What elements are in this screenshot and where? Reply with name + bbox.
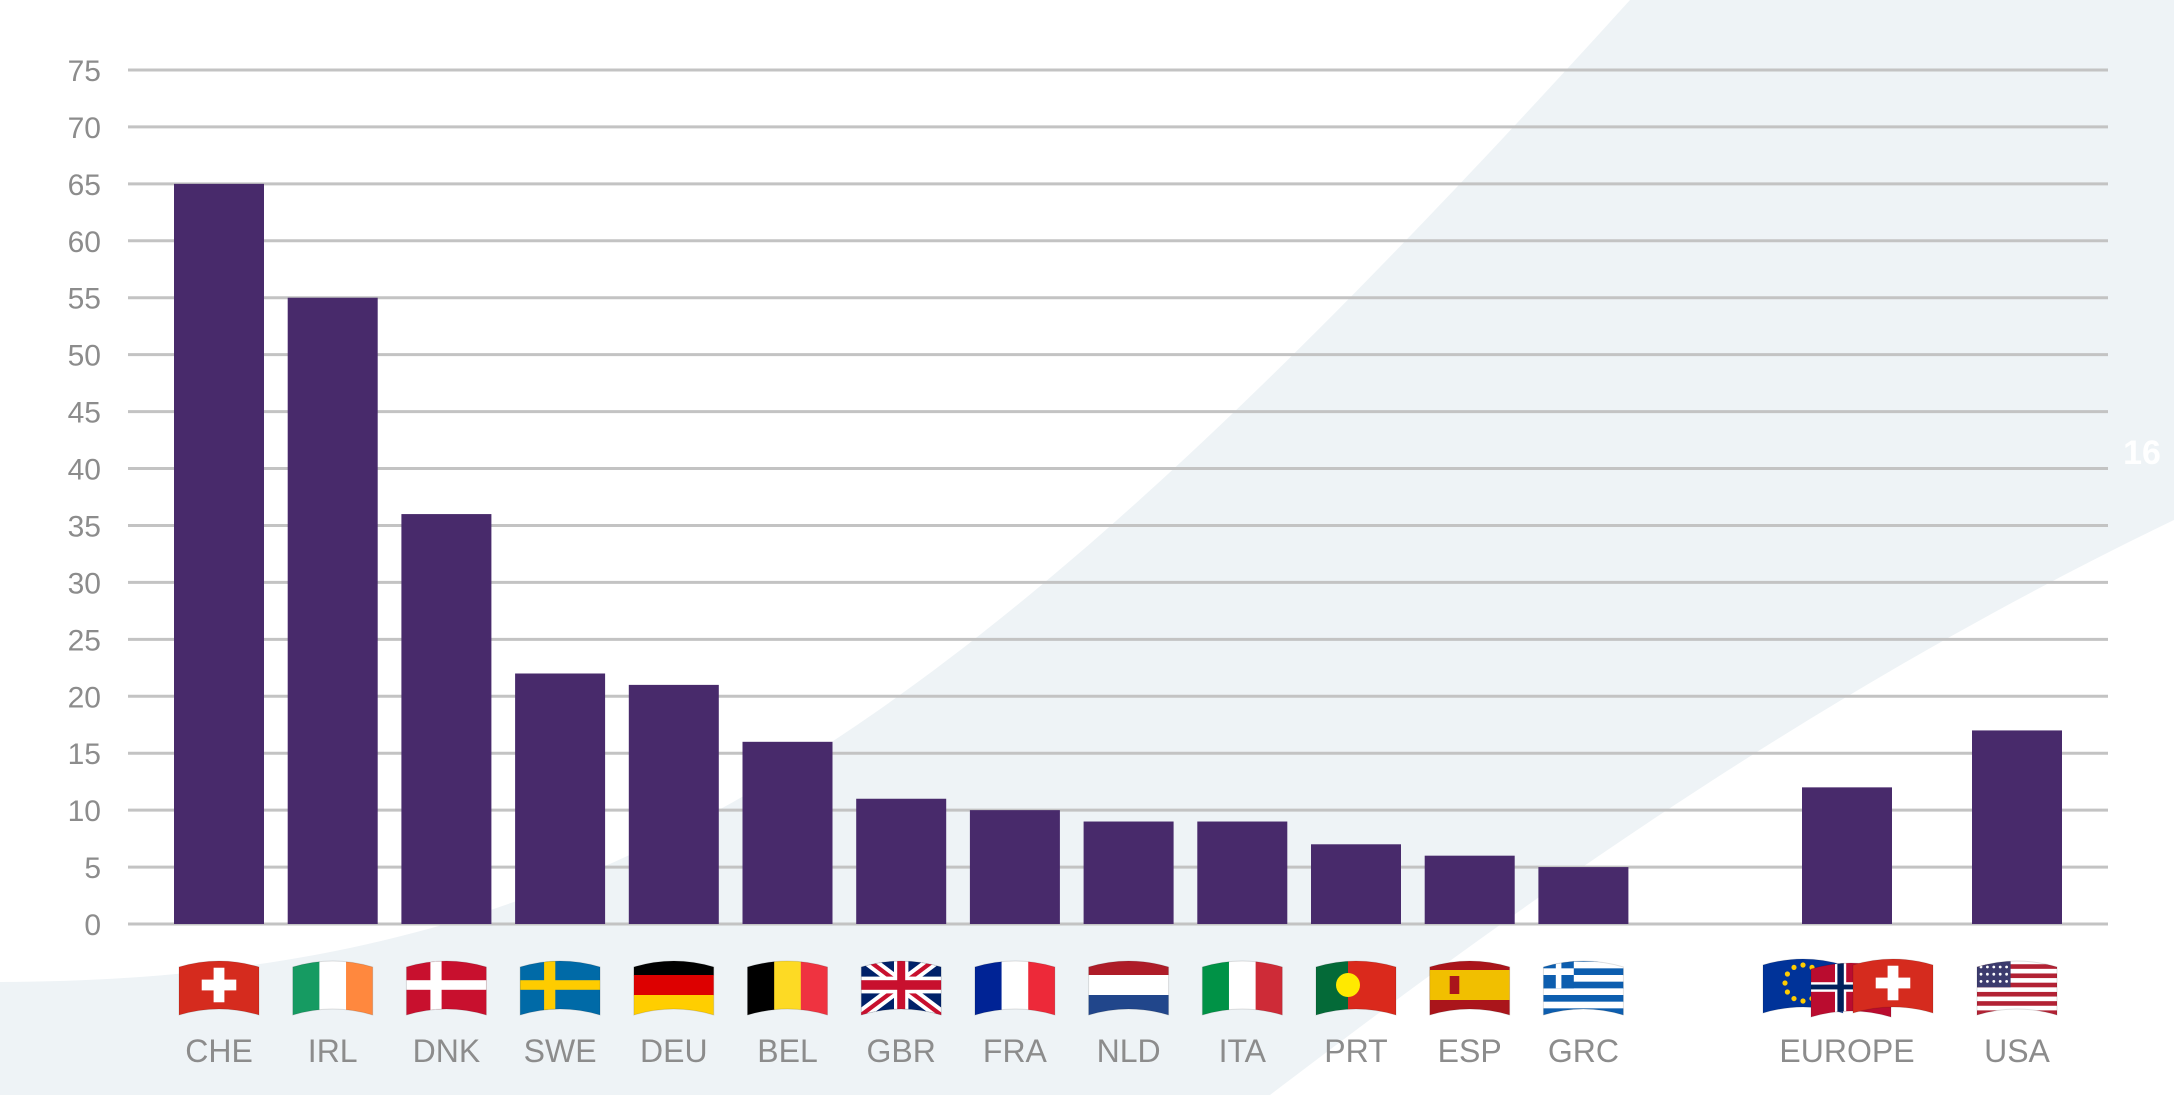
y-tick-label: 30: [68, 567, 101, 600]
x-tick-label-usa: USA: [1984, 1033, 2050, 1069]
bar-prt: [1311, 844, 1401, 924]
bar-deu: [628, 684, 719, 924]
x-tick-label-esp: ESP: [1438, 1033, 1502, 1069]
swe-flag-icon: [519, 960, 601, 1016]
bar-fra: [969, 810, 1060, 924]
bar-che: [174, 183, 264, 924]
bar-swe: [515, 673, 606, 924]
fra-flag-icon: [974, 960, 1056, 1016]
bar-esp: [1424, 855, 1515, 924]
bars: [174, 183, 2062, 924]
x-tick-label-deu: DEU: [640, 1033, 708, 1069]
usa-flag-icon: [1976, 960, 2058, 1016]
x-tick-label-swe: SWE: [524, 1033, 597, 1069]
irl-flag-icon: [292, 960, 374, 1016]
y-tick-label: 35: [68, 510, 101, 543]
bar-grc: [1538, 867, 1629, 924]
esp-flag-icon: [1429, 960, 1511, 1016]
x-tick-label-dnk: DNK: [413, 1033, 481, 1069]
bar-usa: [1972, 730, 2062, 924]
bar-bel: [742, 741, 833, 924]
bar-dnk: [401, 514, 492, 924]
y-tick-label: 60: [68, 226, 101, 259]
x-tick-label-prt: PRT: [1324, 1033, 1387, 1069]
y-tick-label: 0: [84, 909, 101, 942]
y-tick-label: 65: [68, 169, 101, 202]
europe-flags-icon: [1762, 958, 1934, 1018]
y-tick-label: 40: [68, 454, 101, 487]
bar-ita: [1197, 821, 1288, 924]
x-tick-label-gbr: GBR: [867, 1033, 936, 1069]
y-tick-label: 70: [68, 112, 101, 145]
y-tick-label: 15: [68, 738, 101, 771]
x-tick-label-ita: ITA: [1219, 1033, 1267, 1069]
y-tick-label: 55: [68, 283, 101, 316]
deu-flag-icon: [633, 960, 715, 1016]
bel-flag-icon: [747, 960, 828, 1016]
x-tick-label-fra: FRA: [983, 1033, 1048, 1069]
y-tick-label: 10: [68, 795, 101, 828]
x-tick-label-nld: NLD: [1097, 1033, 1161, 1069]
y-tick-label: 25: [68, 624, 101, 657]
bar-irl: [287, 297, 378, 924]
nld-flag-icon: [1088, 960, 1170, 1016]
bar-gbr: [856, 798, 947, 924]
y-tick-label: 20: [68, 681, 101, 714]
ita-flag-icon: [1201, 960, 1283, 1016]
x-tick-label-bel: BEL: [757, 1033, 817, 1069]
flags: [178, 958, 2058, 1018]
x-tick-label-europe: EUROPE: [1779, 1033, 1914, 1069]
prt-flag-icon: [1315, 960, 1397, 1016]
y-axis: 0 5 10 15 20 25 30 35 40 45 50 55 60 65 70 75: [68, 55, 101, 942]
gbr-flag-icon: [860, 960, 942, 1016]
x-tick-label-grc: GRC: [1548, 1033, 1619, 1069]
che-flag-icon: [178, 960, 260, 1016]
x-axis: CHE IRL DNK SWE DEU BEL GBR FRA NLD ITA PRT ESP GRC E…: [185, 1033, 2050, 1069]
page-number: 16: [2123, 434, 2161, 472]
x-tick-label-che: CHE: [185, 1033, 253, 1069]
x-tick-label-irl: IRL: [308, 1033, 358, 1069]
y-tick-label: 5: [84, 852, 101, 885]
y-tick-label: 50: [68, 340, 101, 373]
dnk-flag-icon: [405, 960, 487, 1016]
grc-flag-icon: [1542, 960, 1624, 1016]
bar-europe: [1802, 787, 1892, 924]
y-tick-label: 75: [68, 55, 101, 88]
y-tick-label: 45: [68, 397, 101, 430]
bar-nld: [1083, 821, 1174, 924]
